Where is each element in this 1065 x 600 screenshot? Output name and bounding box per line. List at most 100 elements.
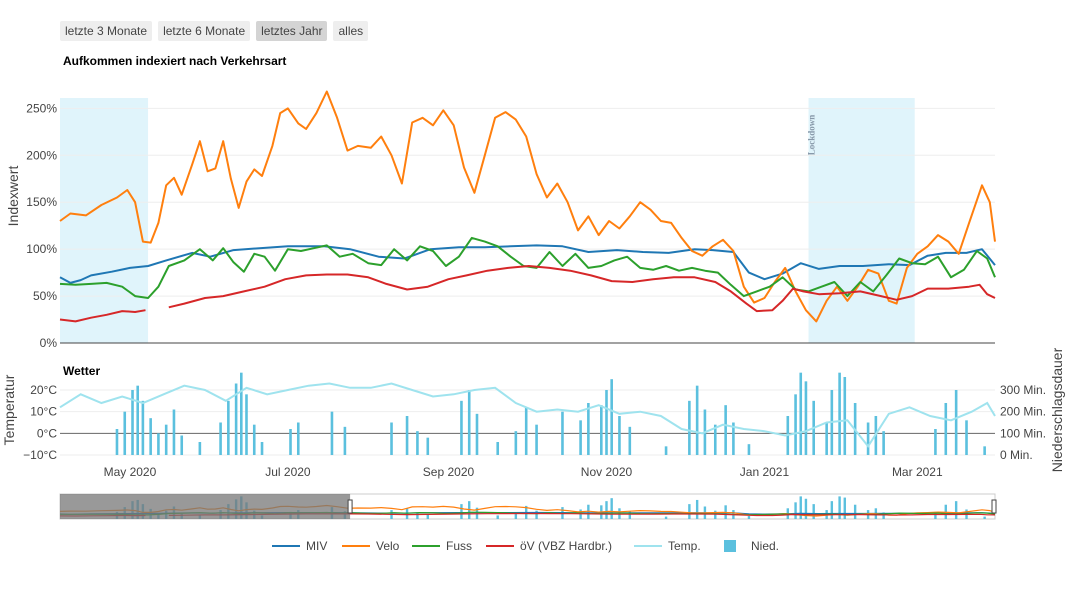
p2-y2-tick-label: 0 Min. xyxy=(1000,448,1033,462)
precip-bar xyxy=(180,435,184,455)
range-slider-bar xyxy=(628,511,632,519)
precip-bar xyxy=(944,403,948,455)
range-slider-handle-right[interactable] xyxy=(991,499,997,514)
precip-bar xyxy=(289,429,292,455)
precip-bar xyxy=(198,442,202,455)
precip-bar xyxy=(260,442,264,455)
panel2-y2-axis-title: Niederschlagsdauer xyxy=(1049,347,1065,472)
x-tick-label: Mar 2021 xyxy=(892,465,943,479)
precip-bar xyxy=(514,431,518,455)
precip-bar xyxy=(172,409,176,455)
range-selector: letzte 3 Monate letzte 6 Monate letztes … xyxy=(60,21,369,41)
range-slider-bar xyxy=(688,504,691,519)
range-button-1y[interactable]: letztes Jahr xyxy=(256,21,328,41)
precip-bar xyxy=(954,390,958,455)
precip-bar xyxy=(390,422,393,455)
p2-y2-tick-label: 300 Min. xyxy=(1000,383,1046,397)
precip-bar xyxy=(164,424,168,455)
range-slider-bar xyxy=(426,514,429,519)
precip-bar xyxy=(628,426,632,455)
precip-bar xyxy=(115,429,119,455)
range-button-6m[interactable]: letzte 6 Monate xyxy=(158,21,251,41)
p1-y-tick-label: 150% xyxy=(26,195,57,209)
precip-bar xyxy=(157,433,160,455)
p2-y-tick-label: 20°C xyxy=(30,383,57,397)
range-slider-bar xyxy=(804,498,808,519)
range-slider-bar xyxy=(882,512,885,519)
shaded-period-0 xyxy=(60,98,149,343)
range-slider-bar xyxy=(416,512,419,519)
range-slider-bar xyxy=(983,516,986,519)
precip-bar xyxy=(732,422,735,455)
range-slider-handle-left[interactable] xyxy=(347,499,353,514)
precip-bar xyxy=(561,411,564,455)
range-slider-bar xyxy=(664,516,668,519)
precip-bar xyxy=(618,416,621,455)
range-slider-bar xyxy=(605,501,608,519)
range-slider-bar xyxy=(934,511,937,519)
precip-bar xyxy=(983,446,986,455)
precip-bar xyxy=(579,420,582,455)
precip-bar xyxy=(136,385,140,455)
legend-label-0[interactable]: MIV xyxy=(306,539,327,553)
precip-bar xyxy=(416,431,419,455)
precip-bar xyxy=(794,394,797,455)
range-slider-bar xyxy=(799,496,802,519)
series-line-0 xyxy=(59,244,996,284)
precip-bar xyxy=(838,372,841,455)
legend: MIV Velo Fuss öV (VBZ Hardbr.) Temp. Nied. xyxy=(272,539,779,553)
range-slider[interactable] xyxy=(59,493,997,520)
p1-y-tick-label: 0% xyxy=(40,336,58,350)
precip-bar xyxy=(219,422,222,455)
precip-bar xyxy=(713,424,717,455)
legend-label-2[interactable]: Fuss xyxy=(446,539,472,553)
range-slider-bar xyxy=(535,510,538,519)
p2-y2-tick-label: 200 Min. xyxy=(1000,405,1046,419)
precip-bar xyxy=(131,390,134,455)
x-tick-label: Jul 2020 xyxy=(265,465,311,479)
precip-bar xyxy=(965,420,968,455)
precip-bar xyxy=(467,390,471,455)
range-slider-bar xyxy=(830,501,834,519)
panel2-title: Wetter xyxy=(63,364,100,378)
range-slider-bar xyxy=(695,499,699,519)
precip-bar xyxy=(496,442,500,455)
precip-bar xyxy=(141,400,145,455)
precip-bar xyxy=(843,377,847,455)
precip-bar xyxy=(804,381,808,455)
temperature-line xyxy=(59,382,996,449)
precip-bar xyxy=(234,383,238,455)
x-tick-label: Jan 2021 xyxy=(740,465,790,479)
p1-y-tick-label: 250% xyxy=(26,101,57,115)
precip-bar xyxy=(123,411,127,455)
precip-bar xyxy=(296,422,300,455)
range-slider-unselected-area xyxy=(60,494,351,519)
range-slider-bar xyxy=(587,504,590,519)
precip-bar xyxy=(426,437,430,455)
precip-bar xyxy=(535,424,538,455)
precip-bar xyxy=(610,379,613,455)
series-line-1 xyxy=(59,90,996,323)
legend-label-3[interactable]: öV (VBZ Hardbr.) xyxy=(520,539,612,553)
range-button-3m[interactable]: letzte 3 Monate xyxy=(60,21,153,41)
range-slider-bar xyxy=(747,516,751,519)
range-slider-bar xyxy=(610,498,613,519)
precip-bar xyxy=(934,429,937,455)
p1-y-tick-label: 100% xyxy=(26,242,57,256)
panel2-y-axis-title: Temperatur xyxy=(1,374,17,445)
precip-bar xyxy=(600,405,603,455)
legend-label-5[interactable]: Nied. xyxy=(751,539,779,553)
p2-y-tick-label: 0°C xyxy=(37,426,57,440)
legend-label-1[interactable]: Velo xyxy=(376,539,400,553)
range-button-all[interactable]: alles xyxy=(333,21,369,41)
p2-y2-tick-label: 100 Min. xyxy=(1000,426,1046,440)
precip-bar xyxy=(460,400,463,455)
precip-bar xyxy=(587,403,590,455)
series-line-3 xyxy=(59,265,996,323)
precip-bar xyxy=(724,405,727,455)
precip-bar xyxy=(664,446,668,455)
range-slider-bar xyxy=(838,496,841,519)
precip-bar xyxy=(688,400,691,455)
lockdown-label: Lockdown xyxy=(807,115,817,156)
legend-label-4[interactable]: Temp. xyxy=(668,539,701,553)
